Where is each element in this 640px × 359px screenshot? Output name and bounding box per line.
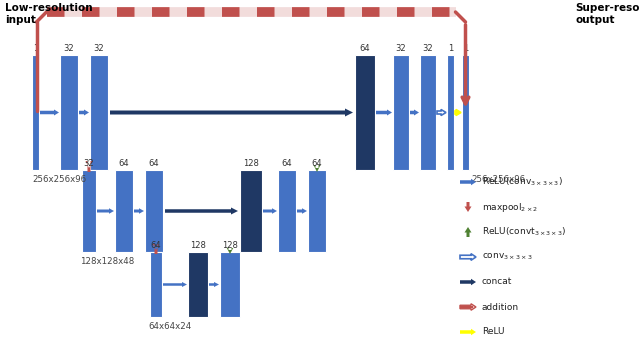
Bar xyxy=(308,170,326,252)
FancyArrow shape xyxy=(437,109,446,116)
Text: maxpool$_{2\times2}$: maxpool$_{2\times2}$ xyxy=(482,200,538,214)
FancyArrow shape xyxy=(410,109,419,116)
FancyArrow shape xyxy=(460,179,476,185)
FancyArrow shape xyxy=(227,248,233,254)
Text: 64: 64 xyxy=(118,159,129,168)
Bar xyxy=(420,55,436,170)
FancyArrow shape xyxy=(460,329,476,335)
Bar xyxy=(32,55,39,170)
Bar xyxy=(240,170,262,252)
FancyArrow shape xyxy=(97,208,114,214)
FancyArrow shape xyxy=(455,109,461,116)
Text: 64: 64 xyxy=(312,159,323,168)
Text: 64: 64 xyxy=(150,241,161,250)
Text: addition: addition xyxy=(482,303,519,312)
FancyArrow shape xyxy=(314,165,321,172)
Text: 256x256x96: 256x256x96 xyxy=(471,175,525,184)
Text: 64: 64 xyxy=(148,159,159,168)
Bar xyxy=(150,252,162,317)
Text: ReLU: ReLU xyxy=(482,327,504,336)
Text: 64x64x24: 64x64x24 xyxy=(148,322,191,331)
FancyArrow shape xyxy=(465,202,472,212)
Text: 32: 32 xyxy=(396,44,406,53)
Text: 64: 64 xyxy=(360,44,371,53)
Text: 1: 1 xyxy=(463,44,468,53)
Bar xyxy=(145,170,163,252)
Bar xyxy=(60,55,78,170)
FancyArrow shape xyxy=(263,208,277,214)
FancyArrow shape xyxy=(153,244,159,254)
Text: Low-resolution
input: Low-resolution input xyxy=(5,3,93,25)
Bar xyxy=(220,252,240,317)
Text: 256x256x96: 256x256x96 xyxy=(32,175,86,184)
FancyArrow shape xyxy=(460,254,476,260)
Bar xyxy=(82,170,96,252)
FancyArrow shape xyxy=(209,282,219,287)
Text: 128x128x48: 128x128x48 xyxy=(80,257,134,266)
Text: conv$_{3\times3\times3}$: conv$_{3\times3\times3}$ xyxy=(482,252,532,262)
Text: 32: 32 xyxy=(64,44,74,53)
FancyArrow shape xyxy=(460,279,476,285)
Bar xyxy=(90,55,108,170)
Bar xyxy=(462,55,469,170)
Bar xyxy=(188,252,208,317)
FancyArrow shape xyxy=(79,109,89,116)
FancyArrow shape xyxy=(134,208,144,214)
Text: 1: 1 xyxy=(33,44,38,53)
Text: ReLU(convt$_{3\times3\times3}$): ReLU(convt$_{3\times3\times3}$) xyxy=(482,226,566,238)
FancyArrow shape xyxy=(86,161,93,172)
FancyArrow shape xyxy=(465,227,472,237)
Text: 32: 32 xyxy=(84,159,94,168)
Text: 32: 32 xyxy=(422,44,433,53)
FancyArrow shape xyxy=(460,304,476,310)
Text: 128: 128 xyxy=(190,241,206,250)
Text: ReLU(conv$_{3\times3\times3}$): ReLU(conv$_{3\times3\times3}$) xyxy=(482,176,563,188)
FancyArrow shape xyxy=(165,208,238,214)
FancyArrow shape xyxy=(40,109,59,116)
Text: concat: concat xyxy=(482,278,513,286)
Text: Super-resolved
output: Super-resolved output xyxy=(575,3,640,25)
FancyArrow shape xyxy=(297,208,307,214)
Bar xyxy=(355,55,375,170)
Text: 1: 1 xyxy=(448,44,453,53)
FancyArrow shape xyxy=(110,108,353,117)
FancyArrow shape xyxy=(163,282,187,287)
Bar xyxy=(447,55,454,170)
Bar xyxy=(115,170,133,252)
Text: 32: 32 xyxy=(93,44,104,53)
FancyArrow shape xyxy=(376,109,392,116)
Text: 64: 64 xyxy=(282,159,292,168)
Text: 128: 128 xyxy=(243,159,259,168)
Text: 128: 128 xyxy=(222,241,238,250)
Bar xyxy=(278,170,296,252)
Bar xyxy=(393,55,409,170)
